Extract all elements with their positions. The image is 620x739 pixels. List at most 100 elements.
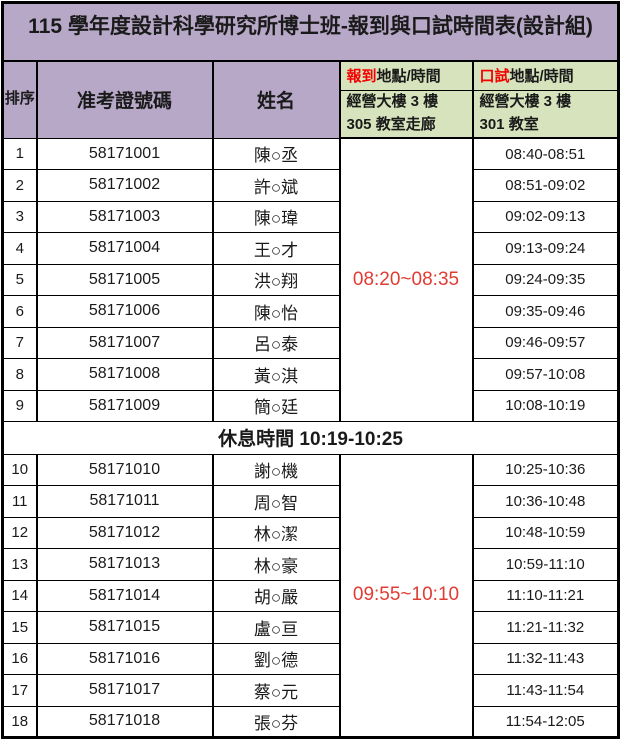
oral-time-cell: 11:54-12:05 bbox=[471, 705, 620, 738]
ticket-cell: 58171010 bbox=[35, 453, 214, 486]
table-row: 4 58171004 王○才 09:13-09:24 bbox=[1, 232, 620, 265]
checkin-location-line2: 305 教室走廊 bbox=[346, 115, 436, 133]
ticket-cell: 58171014 bbox=[35, 579, 214, 612]
table-row: 16 58171016 劉○德 11:32-11:43 bbox=[1, 642, 620, 675]
ticket-cell: 58171011 bbox=[35, 485, 214, 518]
table-row: 9 58171009 簡○廷 10:08-10:19 bbox=[1, 389, 620, 422]
oral-header-prefix: 口試 bbox=[479, 68, 510, 86]
title-row: 115 學年度設計科學研究所博士班-報到與口試時間表(設計組) bbox=[1, 2, 620, 62]
header-row-2: 經營大樓 3 樓 305 教室走廊 經營大樓 3 樓 301 教室 bbox=[3, 89, 620, 139]
ticket-cell: 58171005 bbox=[35, 263, 214, 296]
order-cell: 16 bbox=[1, 642, 38, 675]
oral-time-cell: 08:51-09:02 bbox=[471, 169, 620, 202]
table-row: 5 58171005 洪○翔 09:24-09:35 bbox=[1, 263, 620, 296]
oral-time-cell: 11:43-11:54 bbox=[471, 674, 620, 707]
oral-time-cell: 09:35-09:46 bbox=[471, 295, 620, 328]
name-cell: 洪○翔 bbox=[211, 263, 341, 296]
table-row: 14 58171014 胡○嚴 11:10-11:21 bbox=[1, 579, 620, 612]
order-cell: 3 bbox=[1, 200, 38, 233]
oral-time-cell: 10:36-10:48 bbox=[471, 485, 620, 518]
name-cell: 陳○瑋 bbox=[211, 200, 341, 233]
ticket-cell: 58171006 bbox=[35, 295, 214, 328]
table-row: 11 58171011 周○智 10:36-10:48 bbox=[1, 485, 620, 518]
ticket-cell: 58171015 bbox=[35, 611, 214, 644]
schedule-body: 1 58171001 陳○丞 08:20~08:35 08:40-08:51 2 58171… bbox=[1, 137, 620, 738]
oral-time-cell: 11:10-11:21 bbox=[471, 579, 620, 612]
checkin-time-cell: 08:20~08:35 bbox=[338, 137, 474, 422]
order-cell: 13 bbox=[1, 548, 38, 581]
order-cell: 18 bbox=[1, 705, 38, 738]
oral-time-cell: 10:48-10:59 bbox=[471, 516, 620, 549]
oral-time-cell: 09:13-09:24 bbox=[471, 232, 620, 265]
name-cell: 謝○機 bbox=[211, 453, 341, 486]
name-cell: 林○豪 bbox=[211, 548, 341, 581]
order-cell: 1 bbox=[1, 137, 38, 170]
oral-time-cell: 09:57-10:08 bbox=[471, 358, 620, 391]
ticket-cell: 58171007 bbox=[35, 326, 214, 359]
table-row: 1 58171001 陳○丞 08:20~08:35 08:40-08:51 bbox=[1, 137, 620, 422]
ticket-cell: 58171003 bbox=[35, 200, 214, 233]
name-cell: 張○芬 bbox=[211, 705, 341, 738]
checkin-location-line1: 經營大樓 3 樓 bbox=[346, 93, 439, 111]
name-cell: 簡○廷 bbox=[211, 389, 341, 422]
ticket-cell: 58171013 bbox=[35, 548, 214, 581]
order-cell: 10 bbox=[1, 453, 38, 486]
oral-time-cell: 10:25-10:36 bbox=[471, 453, 620, 486]
table-row: 18 58171018 張○芬 11:54-12:05 bbox=[1, 705, 620, 738]
name-cell: 陳○丞 bbox=[211, 137, 341, 170]
column-header-ticket: 准考證號碼 bbox=[35, 60, 214, 139]
ticket-cell: 58171001 bbox=[35, 137, 214, 170]
table-row: 2 58171002 許○斌 08:51-09:02 bbox=[1, 169, 620, 202]
oral-time-cell: 11:32-11:43 bbox=[471, 642, 620, 675]
order-cell: 17 bbox=[1, 674, 38, 707]
checkin-location-cell: 經營大樓 3 樓 305 教室走廊 bbox=[338, 89, 474, 139]
oral-location-line1: 經營大樓 3 樓 bbox=[479, 93, 572, 111]
order-cell: 14 bbox=[1, 579, 38, 612]
checkin-header-suffix: 地點/時間 bbox=[376, 68, 441, 86]
name-cell: 劉○德 bbox=[211, 642, 341, 675]
oral-time-cell: 09:02-09:13 bbox=[471, 200, 620, 233]
order-cell: 4 bbox=[1, 232, 38, 265]
header-row-1: 排序 准考證號碼 姓名 報到地點/時間 口試地點/時間 bbox=[1, 60, 620, 139]
name-cell: 蔡○元 bbox=[211, 674, 341, 707]
ticket-cell: 58171018 bbox=[35, 705, 214, 738]
name-cell: 胡○嚴 bbox=[211, 579, 341, 612]
name-cell: 陳○怡 bbox=[211, 295, 341, 328]
order-cell: 12 bbox=[1, 516, 38, 549]
order-cell: 11 bbox=[1, 485, 38, 518]
ticket-cell: 58171004 bbox=[35, 232, 214, 265]
order-cell: 2 bbox=[1, 169, 38, 202]
checkin-time-cell: 09:55~10:10 bbox=[338, 453, 474, 738]
name-cell: 林○潔 bbox=[211, 516, 341, 549]
checkin-header-prefix: 報到 bbox=[346, 68, 377, 86]
table-row: 7 58171007 呂○泰 09:46-09:57 bbox=[1, 326, 620, 359]
oral-header-suffix: 地點/時間 bbox=[509, 68, 574, 86]
order-cell: 15 bbox=[1, 611, 38, 644]
oral-time-cell: 09:24-09:35 bbox=[471, 263, 620, 296]
ticket-cell: 58171009 bbox=[35, 389, 214, 422]
order-cell: 9 bbox=[1, 389, 38, 422]
ticket-cell: 58171012 bbox=[35, 516, 214, 549]
ticket-cell: 58171016 bbox=[35, 642, 214, 675]
name-cell: 黃○淇 bbox=[211, 358, 341, 391]
name-cell: 呂○泰 bbox=[211, 326, 341, 359]
column-header-checkin: 報到地點/時間 bbox=[338, 60, 474, 91]
name-cell: 周○智 bbox=[211, 485, 341, 518]
table-row: 17 58171017 蔡○元 11:43-11:54 bbox=[1, 674, 620, 707]
column-header-order: 排序 bbox=[1, 60, 38, 139]
column-header-name: 姓名 bbox=[211, 60, 341, 139]
oral-time-cell: 10:08-10:19 bbox=[471, 389, 620, 422]
oral-time-cell: 11:21-11:32 bbox=[471, 611, 620, 644]
name-cell: 盧○亘 bbox=[211, 611, 341, 644]
name-cell: 王○才 bbox=[211, 232, 341, 265]
table-row: 3 58171003 陳○瑋 09:02-09:13 bbox=[1, 200, 620, 233]
oral-time-cell: 09:46-09:57 bbox=[471, 326, 620, 359]
oral-time-cell: 10:59-11:10 bbox=[471, 548, 620, 581]
table-row: 8 58171008 黃○淇 09:57-10:08 bbox=[1, 358, 620, 391]
order-cell: 8 bbox=[1, 358, 38, 391]
order-cell: 5 bbox=[1, 263, 38, 296]
oral-location-cell: 經營大樓 3 樓 301 教室 bbox=[471, 89, 620, 139]
table-row: 12 58171012 林○潔 10:48-10:59 bbox=[1, 516, 620, 549]
ticket-cell: 58171002 bbox=[35, 169, 214, 202]
page-title: 115 學年度設計科學研究所博士班-報到與口試時間表(設計組) bbox=[1, 2, 620, 62]
